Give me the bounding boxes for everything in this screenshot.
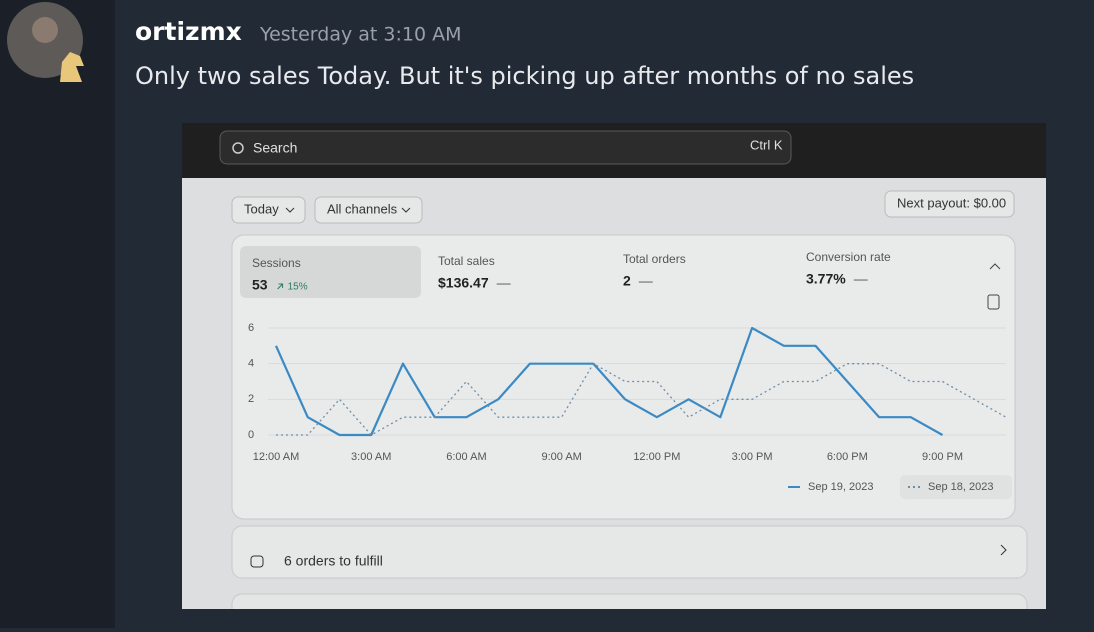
selected-metric bbox=[240, 246, 421, 298]
x-tick-label: 3:00 AM bbox=[351, 451, 391, 463]
filter-button bbox=[314, 196, 423, 224]
attached-screenshot[interactable]: Search Ctrl K Today All channels Next pa… bbox=[182, 123, 1046, 628]
metric-change: — bbox=[639, 273, 653, 289]
username[interactable]: ortizmx bbox=[135, 17, 242, 46]
x-tick-label: 12:00 AM bbox=[253, 451, 299, 463]
timestamp: Yesterday at 3:10 AM bbox=[259, 24, 462, 46]
y-tick-label: 4 bbox=[248, 358, 254, 370]
search-placeholder: Search bbox=[253, 140, 297, 156]
chevron bbox=[1000, 544, 1007, 556]
search-box bbox=[219, 130, 792, 165]
metric-change: — bbox=[497, 275, 511, 291]
legend-label: Sep 19, 2023 bbox=[808, 481, 873, 493]
x-tick-label: 6:00 PM bbox=[827, 451, 868, 463]
filter-label: Today bbox=[244, 201, 279, 216]
y-tick-label: 2 bbox=[248, 393, 254, 405]
cutoff bbox=[182, 609, 1046, 628]
metric-value: 2 bbox=[623, 273, 631, 289]
analytics-card bbox=[231, 234, 1016, 520]
metric-value: $136.47 bbox=[438, 275, 489, 291]
metric-label: Total orders bbox=[623, 252, 686, 266]
payout-button bbox=[884, 190, 1015, 218]
metric-label: Conversion rate bbox=[806, 250, 891, 264]
y-tick-label: 0 bbox=[248, 429, 254, 441]
x-tick-label: 9:00 PM bbox=[922, 451, 963, 463]
x-tick-label: 9:00 AM bbox=[541, 451, 581, 463]
payout: Next payout: $0.00 bbox=[897, 195, 1006, 210]
chevron bbox=[285, 207, 411, 213]
export-icon bbox=[987, 294, 1000, 310]
avatar-face bbox=[32, 17, 58, 43]
x-tick-label: 3:00 PM bbox=[732, 451, 773, 463]
message-text: Only two sales Today. But it's picking u… bbox=[135, 62, 914, 90]
side-column bbox=[0, 0, 115, 628]
shortcut: Ctrl K bbox=[750, 137, 783, 152]
y-tick-label: 6 bbox=[248, 322, 254, 334]
inbox-icon bbox=[250, 555, 264, 568]
metric-label: Total sales bbox=[438, 254, 495, 268]
metric-label: Sessions bbox=[252, 256, 301, 270]
filter-button bbox=[231, 196, 306, 224]
metric-value: 53 bbox=[252, 277, 268, 293]
trend-arrow bbox=[277, 283, 284, 290]
collapse-icon bbox=[989, 263, 1001, 270]
filter-label: All channels bbox=[327, 201, 398, 216]
fulfill-card bbox=[231, 525, 1028, 579]
legend-box bbox=[900, 475, 1012, 499]
legend-label: Sep 18, 2023 bbox=[928, 481, 993, 493]
search-icon bbox=[232, 142, 244, 154]
fulfill-text: 6 orders to fulfill bbox=[284, 553, 383, 569]
series-line bbox=[274, 326, 944, 437]
x-tick-label: 6:00 AM bbox=[446, 451, 486, 463]
x-tick-label: 12:00 PM bbox=[633, 451, 680, 463]
metric-change: — bbox=[854, 271, 868, 287]
metric-value: 3.77% bbox=[806, 271, 846, 287]
horse-badge bbox=[60, 52, 84, 82]
metric-change: 15% bbox=[288, 282, 308, 293]
